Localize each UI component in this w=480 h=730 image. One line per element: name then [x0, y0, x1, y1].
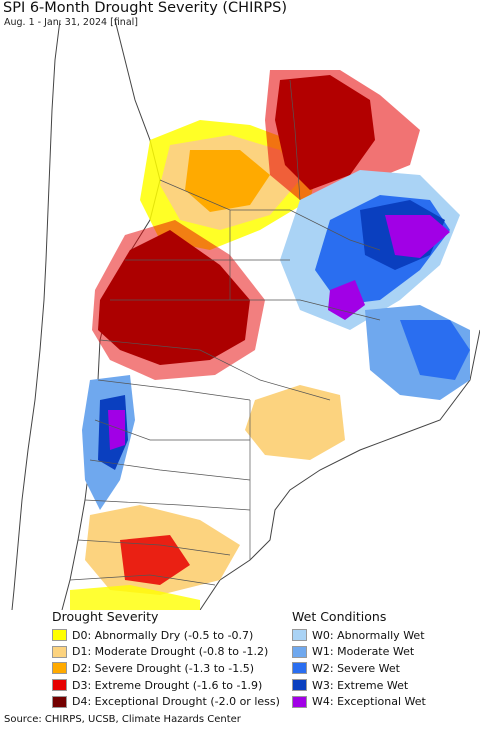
wet-swatch: [292, 695, 307, 708]
patch-d0-south: [70, 585, 200, 610]
wet-legend-item: W0: Abnormally Wet: [292, 627, 426, 644]
drought-legend: Drought Severity D0: Abnormally Dry (-0.…: [52, 609, 280, 710]
wet-label: W3: Extreme Wet: [312, 678, 409, 692]
map-title: SPI 6-Month Drought Severity (CHIRPS): [3, 0, 288, 16]
patch-w4-southwest: [108, 410, 125, 450]
drought-swatch: [52, 679, 67, 692]
drought-map: [11, 19, 480, 610]
patch-w4-central: [328, 280, 365, 320]
drought-label: D0: Abnormally Dry (-0.5 to -0.7): [72, 628, 254, 642]
wet-legend-heading: Wet Conditions: [292, 609, 387, 624]
wet-label: W2: Severe Wet: [312, 661, 400, 675]
drought-legend-heading: Drought Severity: [52, 609, 159, 624]
patch-d1-central: [245, 385, 345, 460]
drought-legend-item: D2: Severe Drought (-1.3 to -1.5): [52, 660, 280, 677]
atlantic-coastline: [199, 329, 480, 610]
admin-borders: [69, 79, 381, 586]
wet-legend-item: W3: Extreme Wet: [292, 677, 426, 694]
patch-d3-northeast: [265, 70, 420, 200]
wet-swatch: [292, 629, 307, 642]
patch-d3-south: [120, 535, 190, 585]
drought-legend-item: D0: Abnormally Dry (-0.5 to -0.7): [52, 627, 280, 644]
wet-legend-item: W1: Moderate Wet: [292, 644, 426, 661]
wet-legend-item: W2: Severe Wet: [292, 660, 426, 677]
wet-swatch: [292, 679, 307, 692]
map-subtitle: Aug. 1 - Jan. 31, 2024 [final]: [4, 17, 138, 28]
drought-swatch: [52, 695, 67, 708]
wet-patches: [82, 170, 470, 510]
drought-label: D2: Severe Drought (-1.3 to -1.5): [72, 661, 255, 675]
source-credit: Source: CHIRPS, UCSB, Climate Hazards Ce…: [4, 714, 241, 725]
wet-label: W1: Moderate Wet: [312, 645, 415, 659]
drought-legend-item: D3: Extreme Drought (-1.6 to -1.9): [52, 677, 280, 694]
drought-label: D4: Exceptional Drought (-2.0 or less): [72, 695, 280, 709]
drought-swatch: [52, 645, 67, 658]
wet-legend-item: W4: Exceptional Wet: [292, 693, 426, 710]
wet-swatch: [292, 645, 307, 658]
patch-w2-east: [400, 320, 470, 380]
drought-legend-item: D4: Exceptional Drought (-2.0 or less): [52, 693, 280, 710]
map-frame: SPI 6-Month Drought Severity (CHIRPS) Au…: [3, 0, 480, 610]
chile-coastline: [11, 19, 61, 610]
wet-label: W0: Abnormally Wet: [312, 628, 425, 642]
patch-d2-north: [185, 150, 270, 212]
wet-label: W4: Exceptional Wet: [312, 695, 426, 709]
patch-w4-northeast: [385, 215, 450, 258]
drought-legend-item: D1: Moderate Drought (-0.8 to -1.2): [52, 644, 280, 661]
drought-swatch: [52, 629, 67, 642]
drought-label: D1: Moderate Drought (-0.8 to -1.2): [72, 645, 269, 659]
drought-swatch: [52, 662, 67, 675]
drought-label: D3: Extreme Drought (-1.6 to -1.9): [72, 678, 263, 692]
wet-legend: Wet Conditions W0: Abnormally Wet W1: Mod…: [292, 609, 426, 710]
wet-swatch: [292, 662, 307, 675]
